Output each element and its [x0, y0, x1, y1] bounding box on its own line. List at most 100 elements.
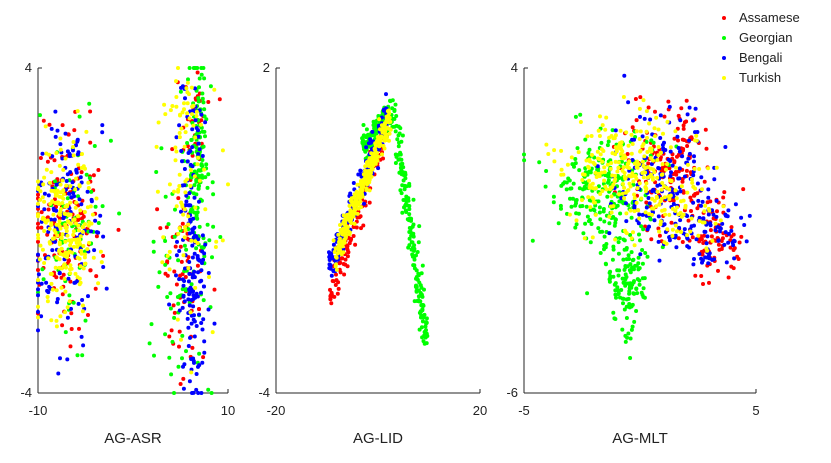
scatter-point-bengali — [196, 270, 200, 275]
x-tick-label: -20 — [267, 403, 286, 418]
scatter-point-bengali — [656, 214, 661, 219]
scatter-point-turkish — [619, 147, 623, 151]
scatter-point-turkish — [631, 179, 636, 184]
scatter-point-assamese — [680, 240, 685, 244]
scatter-point-georgian — [172, 234, 177, 239]
scatter-point-bengali — [722, 242, 727, 247]
scatter-point-bengali — [39, 314, 44, 319]
scatter-point-georgian — [610, 257, 615, 262]
scatter-point-turkish — [43, 124, 48, 129]
scatter-point-turkish — [700, 187, 704, 192]
scatter-point-bengali — [75, 152, 80, 157]
scatter-point-turkish — [174, 95, 179, 99]
scatter-point-assamese — [181, 376, 186, 381]
scatter-point-turkish — [619, 140, 624, 145]
scatter-point-turkish — [57, 249, 62, 253]
scatter-point-bengali — [201, 257, 206, 262]
scatter-point-turkish — [657, 202, 662, 207]
scatter-point-georgian — [564, 180, 569, 185]
scatter-point-turkish — [559, 167, 564, 172]
scatter-point-turkish — [593, 170, 598, 175]
scatter-point-assamese — [96, 168, 101, 172]
scatter-point-bengali — [181, 283, 186, 288]
scatter-point-bengali — [200, 249, 205, 254]
scatter-point-georgian — [201, 144, 206, 149]
scatter-point-turkish — [61, 192, 66, 197]
scatter-point-turkish — [372, 156, 377, 161]
scatter-point-bengali — [683, 174, 687, 179]
scatter-point-georgian — [628, 270, 633, 275]
scatter-point-turkish — [597, 157, 602, 162]
scatter-point-assamese — [675, 154, 679, 159]
scatter-point-bengali — [192, 195, 197, 200]
scatter-point-turkish — [73, 271, 78, 276]
scatter-point-georgian — [587, 198, 592, 203]
scatter-point-bengali — [182, 183, 187, 188]
scatter-point-georgian — [589, 222, 594, 226]
scatter-point-turkish — [658, 222, 663, 227]
scatter-point-bengali — [58, 356, 62, 361]
scatter-point-assamese — [57, 216, 62, 221]
scatter-point-bengali — [677, 176, 682, 181]
scatter-point-turkish — [220, 238, 225, 243]
scatter-point-bengali — [188, 149, 193, 153]
scatter-point-bengali — [190, 243, 195, 248]
scatter-point-turkish — [647, 148, 652, 153]
scatter-point-bengali — [364, 145, 369, 150]
scatter-point-turkish — [77, 276, 82, 281]
scatter-point-bengali — [181, 293, 186, 298]
scatter-point-turkish — [44, 167, 49, 172]
scatter-point-bengali — [188, 219, 193, 224]
scatter-point-turkish — [187, 116, 192, 121]
scatter-point-turkish — [188, 310, 193, 315]
scatter-point-bengali — [677, 166, 682, 171]
scatter-point-turkish — [36, 179, 40, 184]
scatter-point-georgian — [571, 196, 575, 201]
scatter-point-assamese — [638, 95, 643, 100]
scatter-point-bengali — [200, 233, 205, 238]
scatter-point-bengali — [36, 328, 40, 333]
scatter-point-georgian — [616, 273, 621, 278]
scatter-point-turkish — [87, 240, 92, 245]
scatter-point-turkish — [609, 194, 614, 199]
scatter-point-turkish — [82, 255, 87, 260]
scatter-point-turkish — [84, 129, 89, 134]
scatter-point-bengali — [692, 159, 696, 164]
scatter-point-georgian — [586, 219, 591, 224]
scatter-point-turkish — [679, 184, 684, 189]
scatter-point-turkish — [345, 224, 350, 229]
scatter-point-georgian — [186, 77, 190, 82]
scatter-point-turkish — [90, 212, 95, 217]
scatter-point-turkish — [624, 130, 629, 135]
scatter-point-bengali — [192, 251, 197, 256]
scatter-point-turkish — [591, 196, 596, 201]
scatter-point-georgian — [628, 356, 633, 360]
scatter-point-georgian — [619, 199, 624, 204]
scatter-point-assamese — [59, 275, 64, 280]
scatter-point-georgian — [522, 152, 526, 157]
scatter-point-turkish — [190, 112, 194, 117]
scatter-point-assamese — [334, 272, 338, 277]
scatter-point-turkish — [591, 200, 596, 205]
scatter-point-georgian — [200, 158, 205, 162]
scatter-point-assamese — [691, 193, 696, 198]
scatter-point-bengali — [49, 217, 54, 222]
scatter-point-georgian — [364, 127, 369, 132]
scatter-point-georgian — [598, 229, 603, 234]
scatter-point-turkish — [640, 171, 645, 175]
scatter-point-assamese — [739, 234, 744, 239]
scatter-point-georgian — [622, 307, 627, 312]
scatter-point-turkish — [207, 275, 211, 279]
scatter-point-turkish — [69, 266, 74, 271]
scatter-point-bengali — [632, 205, 637, 210]
scatter-point-turkish — [615, 169, 620, 174]
scatter-point-turkish — [616, 165, 621, 170]
scatter-point-assamese — [173, 244, 178, 249]
scatter-point-turkish — [54, 324, 59, 329]
scatter-point-turkish — [635, 165, 640, 170]
scatter-point-turkish — [63, 289, 68, 294]
x-tick-label: 5 — [752, 403, 759, 418]
scatter-point-turkish — [598, 152, 603, 157]
scatter-point-georgian — [396, 144, 401, 149]
scatter-point-turkish — [77, 228, 81, 233]
